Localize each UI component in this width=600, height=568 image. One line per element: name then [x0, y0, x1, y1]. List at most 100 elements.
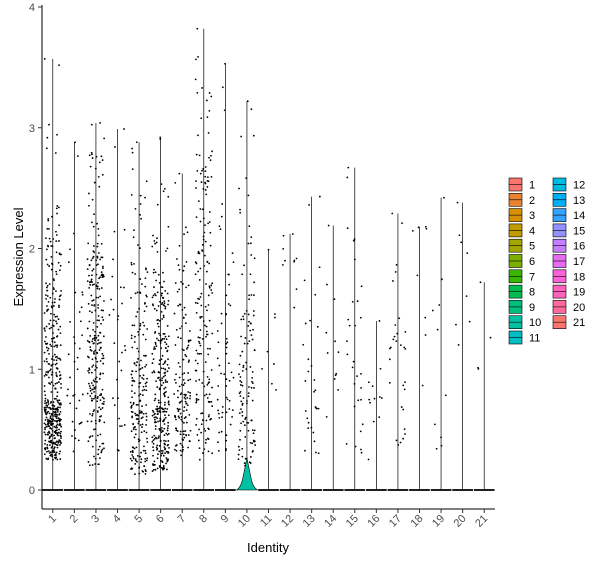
data-point: [49, 319, 52, 322]
data-point: [164, 379, 167, 382]
data-point: [166, 363, 169, 366]
data-point: [43, 327, 46, 330]
data-point: [337, 351, 340, 354]
data-point: [138, 394, 140, 397]
data-point: [241, 273, 244, 276]
data-point: [57, 441, 60, 443]
data-point: [226, 398, 229, 401]
data-point: [182, 358, 185, 361]
data-point: [246, 100, 249, 103]
data-point: [143, 354, 145, 357]
data-point: [208, 319, 211, 322]
data-point: [142, 333, 145, 336]
data-point: [95, 285, 98, 287]
data-point: [49, 444, 51, 446]
data-point: [160, 431, 163, 434]
data-point: [202, 217, 205, 220]
data-point: [249, 242, 252, 245]
data-point: [204, 305, 207, 308]
data-point: [86, 392, 89, 395]
data-point: [52, 404, 55, 407]
data-point: [69, 402, 72, 405]
violin-7: [171, 173, 193, 491]
data-point: [177, 408, 180, 411]
data-point: [211, 282, 214, 285]
data-point: [178, 408, 181, 411]
data-point: [183, 393, 186, 396]
data-point: [206, 179, 209, 182]
data-point: [167, 450, 169, 453]
data-point: [314, 406, 317, 408]
data-point: [468, 320, 471, 323]
data-point: [53, 313, 56, 316]
data-point: [58, 399, 61, 402]
data-point: [87, 440, 90, 443]
plot-area: [41, 5, 495, 510]
data-point: [158, 359, 161, 362]
data-point: [157, 273, 160, 276]
data-point: [44, 340, 46, 343]
data-point: [45, 325, 48, 328]
data-point: [56, 411, 59, 413]
data-point: [167, 443, 170, 446]
data-point: [141, 416, 144, 419]
data-point: [136, 460, 138, 463]
data-point: [56, 444, 59, 446]
data-point: [346, 340, 348, 342]
data-point: [220, 312, 223, 315]
data-point: [131, 450, 134, 452]
data-point: [239, 376, 242, 378]
data-point: [101, 352, 104, 355]
data-point: [92, 328, 94, 331]
points-layer: [43, 27, 492, 476]
data-point: [310, 365, 313, 367]
data-point: [145, 363, 148, 366]
data-point: [151, 414, 154, 417]
data-point: [139, 324, 142, 327]
data-point: [47, 347, 50, 350]
data-point: [88, 464, 91, 467]
data-point: [238, 392, 241, 395]
data-point: [144, 382, 147, 385]
data-point: [119, 425, 121, 428]
data-point: [59, 264, 62, 267]
data-point: [46, 136, 49, 139]
data-point: [205, 393, 208, 396]
data-point: [135, 364, 138, 367]
data-point: [241, 411, 244, 413]
data-point: [228, 283, 231, 286]
data-point: [346, 227, 349, 230]
data-point: [96, 343, 99, 345]
data-point: [225, 434, 228, 437]
data-point: [99, 433, 102, 436]
data-point: [101, 357, 104, 360]
data-point: [204, 175, 207, 178]
data-point: [58, 413, 61, 416]
data-point: [251, 371, 254, 373]
data-point: [48, 382, 50, 384]
data-point: [244, 337, 247, 339]
data-point: [48, 265, 51, 267]
data-point: [95, 259, 98, 262]
data-point: [94, 463, 96, 465]
data-point: [52, 442, 55, 445]
data-point: [141, 423, 144, 426]
data-point: [360, 398, 362, 401]
data-point: [103, 447, 105, 450]
data-point: [156, 467, 159, 470]
data-point: [86, 327, 89, 330]
data-point: [67, 388, 69, 391]
data-point: [137, 414, 140, 417]
data-point: [144, 277, 147, 280]
data-point: [200, 423, 203, 426]
data-point: [72, 232, 75, 235]
data-point: [159, 340, 162, 342]
data-point: [401, 222, 403, 225]
data-point: [51, 340, 54, 343]
data-point: [225, 337, 228, 340]
data-point: [220, 430, 223, 433]
data-point: [185, 261, 188, 263]
data-point: [162, 430, 164, 433]
data-point: [135, 403, 138, 406]
data-point: [52, 458, 54, 461]
